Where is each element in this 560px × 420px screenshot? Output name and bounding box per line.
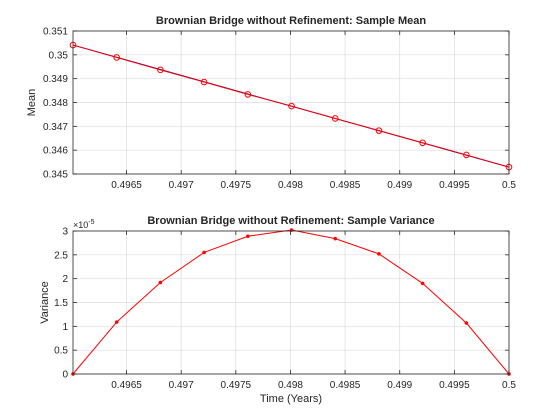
variance-y-exponent: ×10-5 xyxy=(73,219,95,230)
data-point xyxy=(202,250,206,255)
y-tick-label: 0.348 xyxy=(43,98,68,109)
variance-ticks: 0.4965 0.497 0.4975 0.498 0.4985 0.499 0.4995 0… xyxy=(54,227,516,392)
data-point xyxy=(377,252,381,256)
exponent-value: -5 xyxy=(88,219,94,226)
y-tick-label: 0.351 xyxy=(43,27,68,38)
data-point xyxy=(244,91,252,98)
x-tick-label: 0.4965 xyxy=(111,180,142,191)
x-tick-label: 0.497 xyxy=(169,380,194,391)
data-point xyxy=(113,54,121,61)
mean-ticks: 0.4965 0.497 0.4975 0.498 0.4985 0.499 0.4995 0… xyxy=(43,27,516,192)
y-tick-label: 2.5 xyxy=(54,250,68,261)
x-tick-label: 0.4965 xyxy=(111,380,142,391)
exponent-base: ×10 xyxy=(73,220,88,230)
y-tick-label: 1 xyxy=(62,322,68,333)
y-tick-label: 0.5 xyxy=(54,346,68,357)
x-tick-label: 0.4995 xyxy=(439,180,470,191)
data-point xyxy=(331,115,339,122)
x-tick-label: 0.499 xyxy=(387,380,412,391)
data-point xyxy=(419,139,426,147)
x-tick-label: 0.4975 xyxy=(221,180,252,191)
data-point xyxy=(288,102,295,110)
y-tick-label: 1.5 xyxy=(54,298,68,309)
data-point xyxy=(200,78,208,86)
mean-y-axis-label: Mean xyxy=(26,89,38,117)
y-tick-label: 3 xyxy=(62,227,68,238)
mean-axes: 0.4965 0.497 0.4975 0.498 0.4985 0.499 0.4995 0… xyxy=(26,15,516,191)
variance-axes: 0.4965 0.497 0.4975 0.498 0.4985 0.499 0.4995 0… xyxy=(39,215,516,405)
x-tick-label: 0.4995 xyxy=(439,380,470,391)
data-point xyxy=(114,320,119,324)
x-tick-label: 0.497 xyxy=(169,180,194,191)
data-point xyxy=(333,236,338,241)
x-tick-label: 0.498 xyxy=(278,380,303,391)
x-tick-label: 0.5 xyxy=(502,380,516,391)
data-point xyxy=(375,127,383,134)
variance-series xyxy=(71,228,511,376)
x-tick-label: 0.5 xyxy=(502,180,516,191)
x-tick-label: 0.498 xyxy=(278,180,303,191)
data-point xyxy=(464,321,469,325)
x-tick-label: 0.4975 xyxy=(221,380,252,391)
y-tick-label: 0.35 xyxy=(49,50,69,61)
y-tick-label: 0.345 xyxy=(43,170,68,181)
data-point xyxy=(158,280,163,285)
y-tick-label: 0.347 xyxy=(43,122,68,133)
data-point xyxy=(463,151,470,159)
data-point xyxy=(245,234,250,239)
variance-y-axis-label: Variance xyxy=(39,281,51,324)
variance-x-axis-label: Time (Years) xyxy=(260,393,322,405)
y-tick-label: 2 xyxy=(62,274,68,285)
series-line xyxy=(72,44,510,168)
x-tick-label: 0.4985 xyxy=(330,180,361,191)
y-tick-label: 0 xyxy=(62,370,68,381)
y-tick-label: 0.349 xyxy=(43,74,68,85)
x-tick-label: 0.4985 xyxy=(330,380,361,391)
data-point xyxy=(157,66,164,74)
data-point xyxy=(420,281,425,286)
y-tick-label: 0.346 xyxy=(43,146,68,157)
variance-chart-title: Brownian Bridge without Refinement: Samp… xyxy=(147,215,434,227)
x-tick-label: 0.499 xyxy=(387,180,412,191)
mean-series xyxy=(69,41,513,171)
mean-chart-title: Brownian Bridge without Refinement: Samp… xyxy=(156,15,426,27)
